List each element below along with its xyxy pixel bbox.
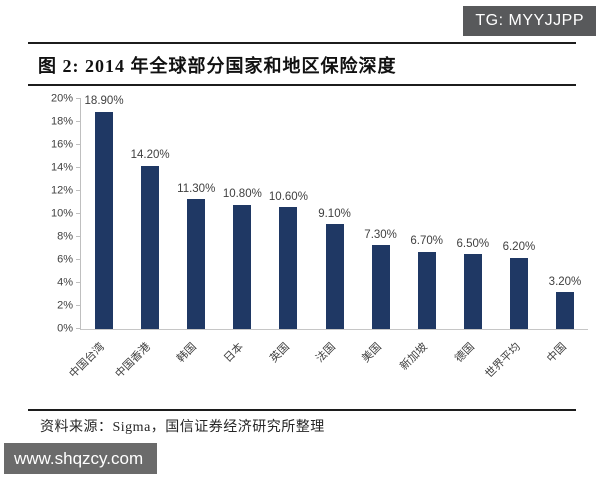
y-tick-mark [76,121,81,122]
y-axis: 0% 2% 4% 6% 8% 10% 12% 14% 16% 18% 20% [36,93,80,334]
x-slot: 韩国 [172,330,218,402]
y-tick-label: 2% [57,299,73,312]
bar-value-label: 10.80% [222,188,262,201]
bar-slot: 11.30% [173,99,219,329]
x-slot: 新加坡 [398,330,449,402]
bar-value-label: 18.90% [84,95,124,108]
x-category-label: 法国 [313,340,338,365]
bar-slot: 10.60% [265,99,311,329]
bar-chart: 0% 2% 4% 6% 8% 10% 12% 14% 16% 18% 20% 18.90% 14.20… [36,93,588,402]
bar [463,254,482,329]
bar-value-label: 6.70% [410,235,444,248]
x-slot: 日本 [219,330,265,402]
bar-value-label: 6.50% [456,237,490,250]
bar-value-label: 11.30% [177,182,216,195]
divider-top [28,42,576,44]
bar [509,257,528,329]
bar-value-label: 6.20% [502,241,536,254]
bar-value-label: 14.20% [130,149,170,162]
bar-slot: 18.90% [81,95,127,329]
y-tick-mark [76,167,81,168]
bar [555,292,574,329]
bar-slot: 10.80% [219,99,265,329]
bar-slot: 7.30% [358,99,404,329]
bar-slot: 6.20% [496,99,542,329]
y-tick-label: 8% [57,230,73,243]
y-tick-mark [76,213,81,214]
bar [417,251,436,329]
bar [95,111,114,329]
figure-title: 图 2: 2014 年全球部分国家和地区保险深度 [38,56,397,76]
divider-under-title [28,84,576,86]
x-category-label: 新加坡 [398,340,431,373]
x-slot: 中国香港 [114,330,172,402]
bar-slot: 14.20% [127,99,173,329]
x-axis-labels: 中国台湾 中国香港 韩国 日本 英国 法国 美国 新加坡 德国 世界平均 中国 [67,330,588,402]
x-category-label: 美国 [360,340,385,365]
bar [279,207,298,329]
bar-value-label: 9.10% [318,207,351,220]
bar [187,199,206,329]
bar-slot: 3.20% [542,99,588,329]
y-tick-label: 18% [50,115,73,128]
y-tick-label: 16% [50,138,73,151]
y-tick-mark [76,259,81,260]
y-tick-mark [76,144,81,145]
x-category-label: 日本 [221,340,246,365]
bar-value-label: 10.60% [268,190,308,203]
x-slot: 世界平均 [483,330,542,402]
watermark: www.shqzcy.com [4,443,158,474]
y-tick-mark [76,236,81,237]
y-tick-mark [76,190,81,191]
plot-area: 18.90% 14.20% 11.30% 10.80% 10.60% 9.10% 7.30%… [76,95,588,330]
y-tick-label: 0% [57,322,73,335]
x-slot: 美国 [357,330,403,402]
y-tick-mark [76,328,81,329]
bar-slot: 6.50% [450,99,496,329]
source-note: 资料来源：Sigma，国信证券经济研究所整理 [40,420,325,435]
y-tick-mark [76,98,81,99]
plot-wrap: 18.90% 14.20% 11.30% 10.80% 10.60% 9.10% 7.30%… [67,95,588,402]
bar-slot: 6.70% [404,99,450,329]
bar-value-label: 7.30% [364,228,397,241]
x-category-label: 英国 [267,340,292,365]
y-tick-label: 20% [50,92,73,105]
x-slot: 英国 [265,330,311,402]
bar-slot: 9.10% [311,99,357,329]
x-category-label: 中国 [544,340,569,365]
y-tick-label: 14% [50,161,73,174]
divider-bottom [28,409,576,411]
bar [233,204,252,329]
y-tick-label: 12% [50,184,73,197]
x-category-label: 韩国 [175,340,200,365]
bar [325,224,344,329]
bar-value-label: 3.20% [548,275,582,288]
y-tick-label: 10% [50,207,73,220]
bar [141,165,160,329]
x-slot: 法国 [311,330,357,402]
tg-badge: TG: MYYJJPP [463,6,596,36]
x-slot: 中国 [542,330,588,402]
y-tick-mark [76,305,81,306]
y-tick-label: 4% [57,276,73,289]
y-tick-mark [76,282,81,283]
x-category-label: 中国台湾 [67,340,107,381]
y-tick-label: 6% [57,253,73,266]
x-category-label: 德国 [452,340,477,365]
bar [371,245,390,329]
